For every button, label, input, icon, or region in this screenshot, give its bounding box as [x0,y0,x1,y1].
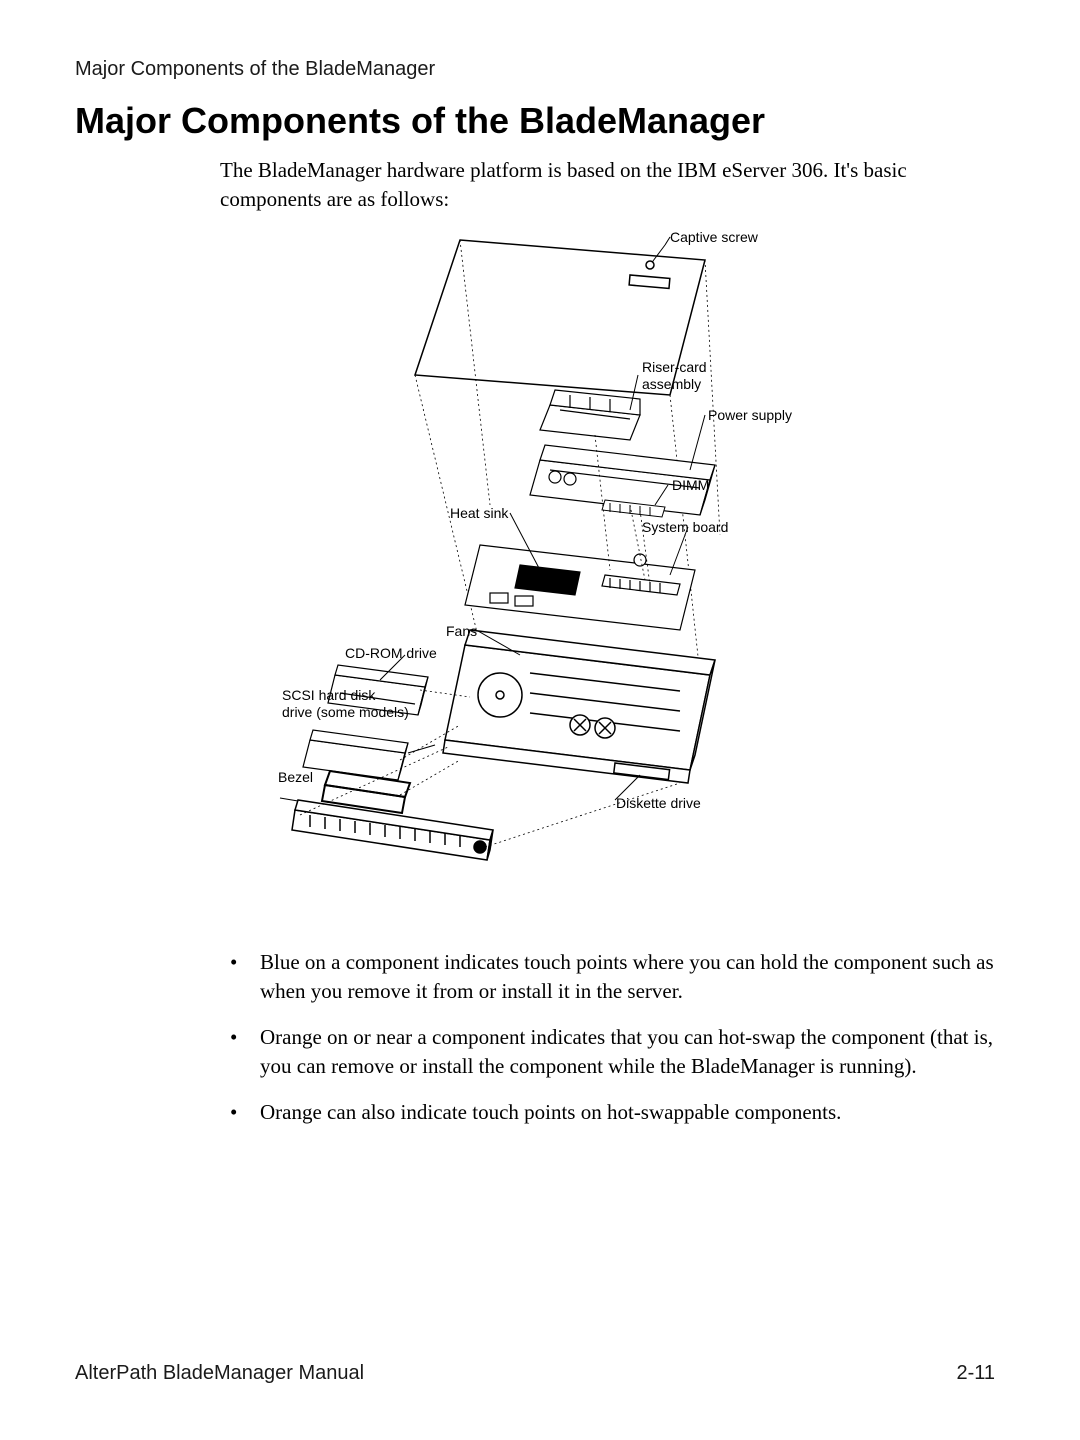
label-system-board: System board [642,519,728,536]
footer-manual-name: AlterPath BladeManager Manual [75,1362,364,1385]
label-cdrom: CD-ROM drive [345,645,437,662]
exploded-diagram: Captive screw Riser-card assembly Power … [210,215,900,905]
label-scsi-hdd: SCSI hard disk drive (some models) [282,687,409,721]
list-item: • Blue on a component indicates touch po… [220,948,995,1007]
label-bezel: Bezel [278,769,313,786]
label-power-supply: Power supply [708,407,792,424]
label-dimm: DIMM [672,477,709,494]
list-item: • Orange can also indicate touch points … [220,1098,995,1127]
label-fans: Fans [446,623,477,640]
bullet-icon: • [230,948,237,977]
bullet-text: Blue on a component indicates touch poin… [260,950,994,1003]
bullet-icon: • [230,1098,237,1127]
label-captive-screw: Captive screw [670,229,758,246]
label-heat-sink: Heat sink [450,505,508,522]
intro-paragraph: The BladeManager hardware platform is ba… [220,156,995,215]
page-title: Major Components of the BladeManager [75,100,765,142]
label-diskette: Diskette drive [616,795,701,812]
list-item: • Orange on or near a component indicate… [220,1023,995,1082]
bullet-list: • Blue on a component indicates touch po… [220,948,995,1143]
label-riser-card: Riser-card assembly [642,359,707,393]
bullet-text: Orange on or near a component indicates … [260,1025,993,1078]
footer-page-number: 2-11 [956,1362,995,1385]
diagram-svg [210,215,900,905]
bullet-text: Orange can also indicate touch points on… [260,1100,841,1124]
running-header: Major Components of the BladeManager [75,58,435,81]
bullet-icon: • [230,1023,237,1052]
